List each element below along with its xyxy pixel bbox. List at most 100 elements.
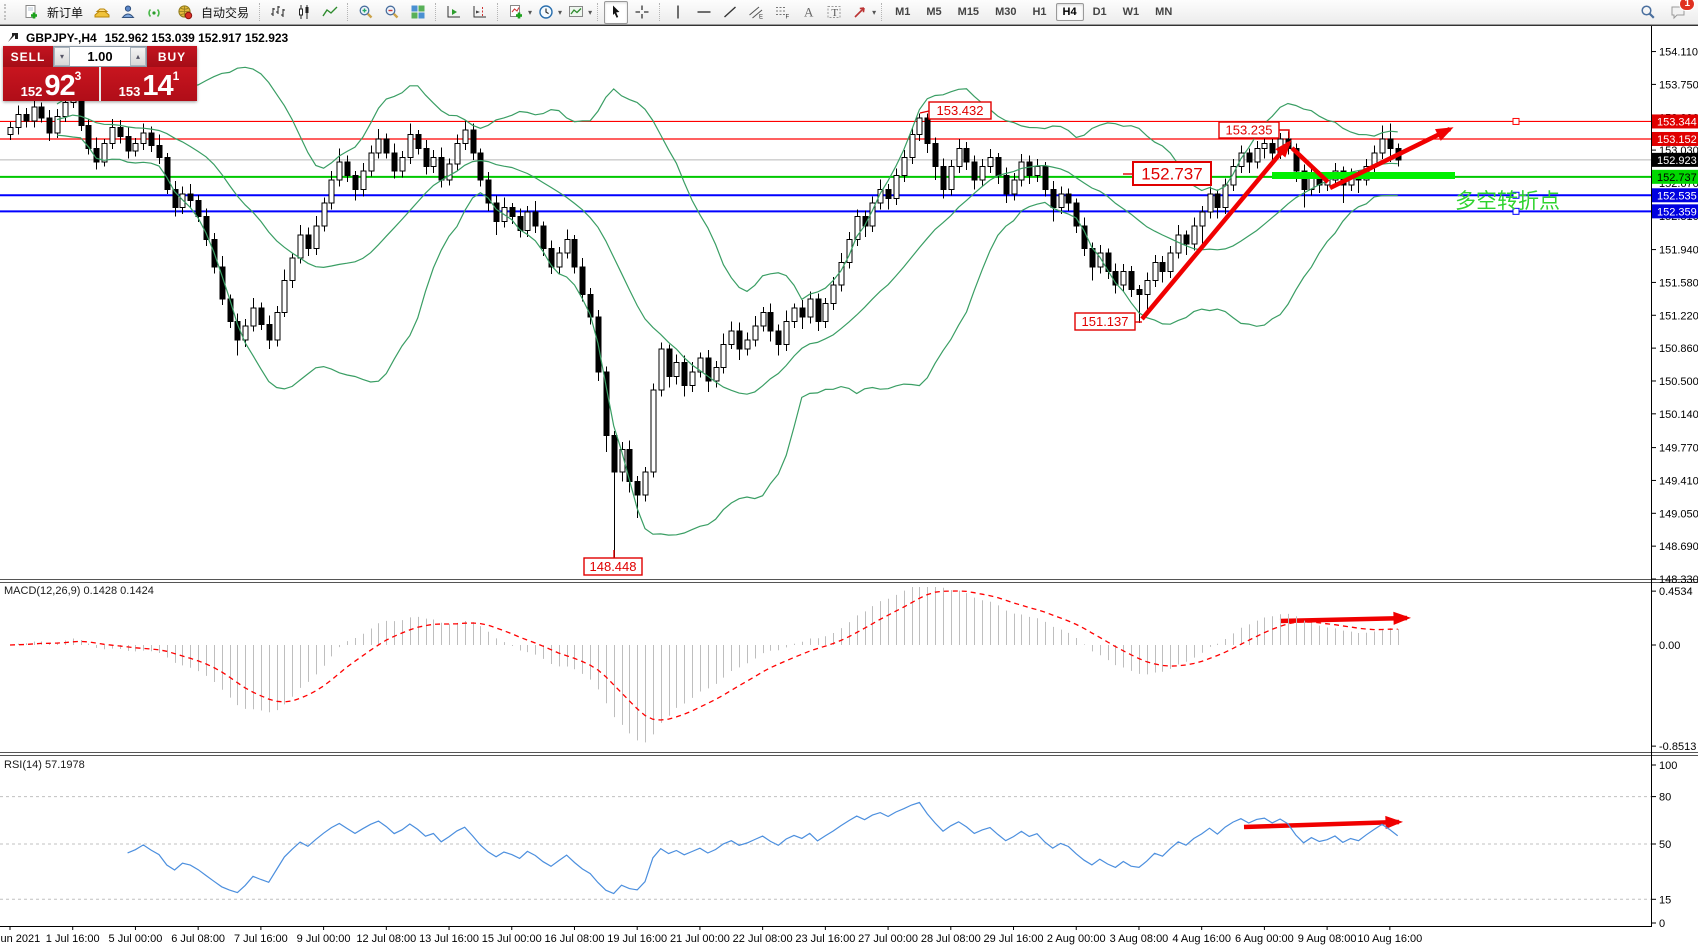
templates-icon[interactable] [564,1,588,24]
svg-text:15 Jul 00:00: 15 Jul 00:00 [482,933,542,945]
sell-price-big: 92 [44,70,75,102]
tab-timeframe-m30[interactable]: M30 [995,6,1017,18]
sell-price-display[interactable]: 152 92 3 [3,67,99,101]
svg-text:6 Aug 00:00: 6 Aug 00:00 [1235,933,1294,945]
new-order-button[interactable]: 新订单 [14,2,88,23]
svg-text:5 Jul 00:00: 5 Jul 00:00 [109,933,163,945]
svg-text:21 Jul 00:00: 21 Jul 00:00 [670,933,730,945]
axes-layer: 154.110153.750153.390153.030152.670152.3… [0,26,1698,945]
autotrade-label: 自动交易 [201,5,250,20]
svg-text:12 Jul 08:00: 12 Jul 08:00 [356,933,416,945]
volume-input[interactable]: 1.00 [87,49,113,64]
tab-timeframe-h1[interactable]: H1 [1032,6,1047,18]
svg-text:10 Aug 16:00: 10 Aug 16:00 [1357,933,1422,945]
tab-timeframe-m1[interactable]: M1 [895,6,911,18]
toolbar-separator [659,3,661,21]
signals-icon[interactable] [142,1,166,24]
vertical-line-tool-icon[interactable] [666,1,690,24]
toolbar-separator [347,3,349,21]
chart-window: 153.432 153.235 152.737 151.137 148.448 多空转折点… [0,25,1698,948]
svg-text:7 Jul 16:00: 7 Jul 16:00 [234,933,288,945]
tab-timeframe-m5[interactable]: M5 [926,6,942,18]
chart-canvas[interactable]: 153.432 153.235 152.737 151.137 148.448 多空转折点… [0,26,1698,948]
sell-button[interactable]: SELL [3,46,53,67]
chart-header: GBPJPY-,H4 152.962 153.039 152.917 152.9… [8,31,288,45]
svg-text:152.359: 152.359 [1657,206,1697,218]
data-window-icon[interactable] [116,1,140,24]
tab-timeframe-h4[interactable]: H4 [1055,3,1084,21]
svg-text:23 Jul 16:00: 23 Jul 16:00 [795,933,855,945]
tile-windows-icon[interactable] [406,1,430,24]
svg-text:154.110: 154.110 [1659,47,1698,59]
buy-button[interactable]: BUY [147,46,197,67]
periods-dropdown-caret[interactable]: ▾ [558,7,563,17]
auto-scroll-icon[interactable] [442,1,466,24]
templates-dropdown-caret[interactable]: ▾ [588,7,593,17]
toolbar-separator [435,3,437,21]
equidistant-channel-tool-icon[interactable]: E [744,1,768,24]
cursor-tool-icon[interactable] [604,0,629,24]
green-highlight-bar [1272,172,1455,179]
arrows-dropdown-caret[interactable]: ▾ [872,7,877,17]
price-annotation-box [1074,312,1136,331]
tab-timeframe-w1[interactable]: W1 [1122,6,1140,18]
arrows-tool-icon[interactable] [848,1,872,24]
toolbar-separator [259,3,261,21]
hline-objects [0,117,1651,215]
trendline-tool-icon[interactable] [718,1,742,24]
toolbar-separator [881,3,883,21]
volume-stepper: ▾ 1.00 ▴ [53,46,147,67]
svg-text:1 Jul 16:00: 1 Jul 16:00 [46,933,100,945]
tab-timeframe-m15[interactable]: M15 [957,6,980,18]
svg-text:150.140: 150.140 [1659,409,1698,421]
toolbar-separator [497,3,499,21]
autotrade-button[interactable]: 自动交易 [168,2,254,23]
svg-text:-0.8513: -0.8513 [1659,741,1696,753]
volume-decrease-button[interactable]: ▾ [54,47,70,66]
zoom-out-icon[interactable] [380,1,404,24]
bar-chart-icon[interactable] [266,1,290,24]
one-click-trade-panel: SELL ▾ 1.00 ▴ BUY 152 92 3 153 14 [3,46,197,101]
crosshair-tool-icon[interactable] [630,1,654,24]
new-order-icon [19,1,43,24]
tab-timeframe-mn[interactable]: MN [1155,6,1173,18]
svg-text:E: E [759,15,763,21]
svg-text:148.448: 148.448 [590,559,637,574]
svg-text:100: 100 [1659,760,1677,772]
svg-text:19 Jul 16:00: 19 Jul 16:00 [607,933,667,945]
buy-price-small: 153 [118,84,141,99]
candlestick-chart-icon[interactable] [292,1,316,24]
zoom-in-icon[interactable] [354,1,378,24]
line-chart-icon[interactable] [318,1,342,24]
notifications-icon[interactable]: 1 [1666,0,1695,24]
toolbar-grip [4,4,10,20]
indicators-dropdown-caret[interactable]: ▾ [528,7,533,17]
svg-text:9 Jul 00:00: 9 Jul 00:00 [297,933,351,945]
notification-count-badge: 1 [1679,0,1695,11]
search-icon[interactable] [1636,1,1660,24]
rsi-indicator-label: RSI(14) 57.1978 [4,759,85,771]
text-tool-icon[interactable]: A [796,1,820,24]
svg-text:153.152: 153.152 [1657,134,1697,146]
chart-symbol-period: GBPJPY-,H4 [26,31,97,45]
market-watch-icon[interactable] [90,1,114,24]
annotations-layer: 153.432 153.235 152.737 151.137 148.448 多空转折点 [583,101,1560,830]
volume-increase-button[interactable]: ▴ [130,47,146,66]
price-annotation-box [928,101,992,120]
tab-timeframe-d1[interactable]: D1 [1092,6,1107,18]
horizontal-line-tool-icon[interactable] [692,1,716,24]
periods-clock-icon[interactable] [534,1,558,24]
svg-text:0: 0 [1659,918,1665,930]
svg-text:151.220: 151.220 [1659,310,1698,322]
svg-text:9 Aug 08:00: 9 Aug 08:00 [1298,933,1357,945]
indicators-icon[interactable] [504,1,528,24]
sell-price-small: 152 [20,84,43,99]
price-annotation-box [1132,161,1212,186]
text-label-tool-icon[interactable]: T [822,1,846,24]
svg-text:T: T [831,7,838,19]
buy-price-display[interactable]: 153 14 1 [101,67,197,101]
chart-shift-icon[interactable] [468,1,492,24]
svg-text:3 Aug 08:00: 3 Aug 08:00 [1110,933,1169,945]
fibonacci-tool-icon[interactable]: F [770,1,794,24]
